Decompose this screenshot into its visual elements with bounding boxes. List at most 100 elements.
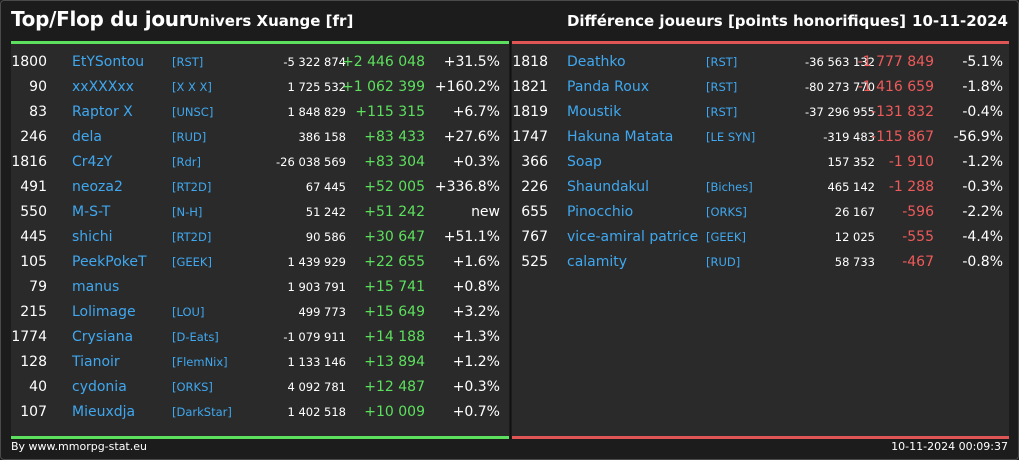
player-name-link[interactable]: calamity [567, 254, 628, 270]
player-name-link[interactable]: Cr4zY [72, 154, 113, 170]
percent-cell: +1.6% [452, 254, 500, 270]
rank-cell: 1819 [512, 104, 548, 120]
guild-link[interactable]: [GEEK] [172, 255, 212, 269]
player-name-link[interactable]: neoza2 [72, 179, 123, 195]
guild-link[interactable]: [LE SYN] [706, 130, 756, 144]
guild-link[interactable]: [GEEK] [706, 230, 746, 244]
delta-cell: +2 446 048 [342, 54, 425, 70]
guild-link[interactable]: [ORKS] [706, 205, 747, 219]
delta-cell: +10 009 [364, 404, 425, 420]
percent-cell: +27.6% [443, 129, 500, 145]
guild-link[interactable]: [RT2D] [172, 230, 212, 244]
player-name-link[interactable]: Deathko [567, 54, 626, 70]
rank-cell: 366 [521, 154, 548, 170]
guild-link[interactable]: [Rdr] [172, 155, 201, 169]
guild-link[interactable]: [Biches] [706, 180, 753, 194]
top-panel: 1800 EtYSontou [RST] -5 322 874 +2 446 048 +3… [11, 41, 509, 439]
percent-cell: +1.3% [452, 329, 500, 345]
rank-cell: 1818 [512, 54, 548, 70]
player-name-link[interactable]: shichi [72, 229, 113, 245]
rank-cell: 40 [29, 379, 47, 395]
percent-cell: -0.8% [962, 254, 1003, 270]
rank-cell: 491 [20, 179, 47, 195]
player-name-link[interactable]: Shaundakul [567, 179, 649, 195]
player-name-link[interactable]: Lolimage [72, 304, 136, 320]
table-row: 445 shichi [RT2D] 90 586 +30 647 +51.1% [11, 225, 509, 250]
player-name-link[interactable]: Tianoir [72, 354, 120, 370]
player-name-link[interactable]: cydonia [72, 379, 127, 395]
guild-link[interactable]: [UNSC] [172, 105, 214, 119]
player-name-link[interactable]: Pinocchio [567, 204, 634, 220]
rank-cell: 1800 [11, 54, 47, 70]
delta-cell: -467 [902, 254, 934, 270]
player-name-link[interactable]: Panda Roux [567, 79, 650, 95]
guild-link[interactable]: [RST] [706, 80, 738, 94]
delta-cell: +15 741 [364, 279, 425, 295]
guild-link[interactable]: [FlemNix] [172, 355, 228, 369]
player-name-link[interactable]: EtYSontou [72, 54, 145, 70]
table-row: 1821 Panda Roux [RST] -80 273 770 -1 416 659… [512, 75, 1009, 100]
guild-link[interactable]: [RT2D] [172, 180, 212, 194]
player-name-link[interactable]: PeekPokeT [72, 254, 147, 270]
player-name-link[interactable]: dela [72, 129, 102, 145]
delta-cell: -1 910 [888, 154, 934, 170]
points-cell: -80 273 770 [805, 80, 875, 94]
player-name-link[interactable]: vice-amiral patrice [567, 229, 699, 245]
delta-cell: +51 242 [364, 204, 425, 220]
guild-link[interactable]: [X X X] [172, 80, 212, 94]
guild-link[interactable]: [D-Eats] [172, 330, 219, 344]
player-name-link[interactable]: xxXXXxx [72, 79, 134, 95]
rank-cell: 767 [521, 229, 548, 245]
flop-panel: 1818 Deathko [RST] -36 563 132 -1 777 849 -5.… [512, 41, 1009, 439]
delta-cell: -596 [902, 204, 934, 220]
rank-cell: 1816 [11, 154, 47, 170]
player-name-link[interactable]: manus [72, 279, 120, 295]
delta-cell: -115 867 [871, 129, 934, 145]
points-cell: 67 445 [305, 180, 346, 194]
percent-cell: +51.1% [443, 229, 500, 245]
table-row: 1747 Hakuna Matata [LE SYN] -319 483 -115 86… [512, 125, 1009, 150]
points-cell: 90 586 [305, 230, 346, 244]
percent-cell: +0.8% [452, 279, 500, 295]
guild-link[interactable]: [RST] [706, 105, 738, 119]
points-cell: 499 773 [298, 305, 346, 319]
player-name-link[interactable]: Mieuxdja [72, 404, 136, 420]
player-name-link[interactable]: Raptor X [72, 104, 133, 120]
rank-cell: 525 [521, 254, 548, 270]
percent-cell: +1.2% [452, 354, 500, 370]
table-row: 40 cydonia [ORKS] 4 092 781 +12 487 +0.3% [11, 375, 509, 400]
player-name-link[interactable]: Crysiana [72, 329, 134, 345]
rank-cell: 226 [521, 179, 548, 195]
percent-cell: +6.7% [452, 104, 500, 120]
percent-cell: +0.7% [452, 404, 500, 420]
player-name-link[interactable]: M-S-T [72, 204, 111, 220]
points-cell: 4 092 781 [287, 380, 346, 394]
guild-link[interactable]: [LOU] [172, 305, 205, 319]
table-row: 215 Lolimage [LOU] 499 773 +15 649 +3.2% [11, 300, 509, 325]
guild-link[interactable]: [RUD] [706, 255, 741, 269]
guild-link[interactable]: [RST] [172, 55, 204, 69]
delta-cell: +1 062 399 [342, 79, 425, 95]
table-row: 83 Raptor X [UNSC] 1 848 829 +115 315 +6.7% [11, 100, 509, 125]
percent-cell: +3.2% [452, 304, 500, 320]
guild-link[interactable]: [N-H] [172, 205, 203, 219]
guild-link[interactable]: [RUD] [172, 130, 207, 144]
delta-cell: +115 315 [355, 104, 425, 120]
player-name-link[interactable]: Moustik [567, 104, 622, 120]
rank-cell: 79 [29, 279, 47, 295]
points-cell: 51 242 [305, 205, 346, 219]
table-row: 525 calamity [RUD] 58 733 -467 -0.8% [512, 250, 1009, 275]
guild-link[interactable]: [DarkStar] [172, 405, 232, 419]
delta-cell: +83 433 [364, 129, 425, 145]
player-name-link[interactable]: Hakuna Matata [567, 129, 674, 145]
guild-link[interactable]: [RST] [706, 55, 738, 69]
points-cell: 1 133 146 [287, 355, 346, 369]
guild-link[interactable]: [ORKS] [172, 380, 213, 394]
percent-cell: +160.2% [434, 79, 500, 95]
footer-timestamp: 10-11-2024 00:09:37 [891, 440, 1008, 453]
header-date: 10-11-2024 [912, 12, 1008, 30]
points-cell: 26 167 [834, 205, 875, 219]
table-row: 1800 EtYSontou [RST] -5 322 874 +2 446 048 +3… [11, 50, 509, 75]
player-name-link[interactable]: Soap [567, 154, 602, 170]
